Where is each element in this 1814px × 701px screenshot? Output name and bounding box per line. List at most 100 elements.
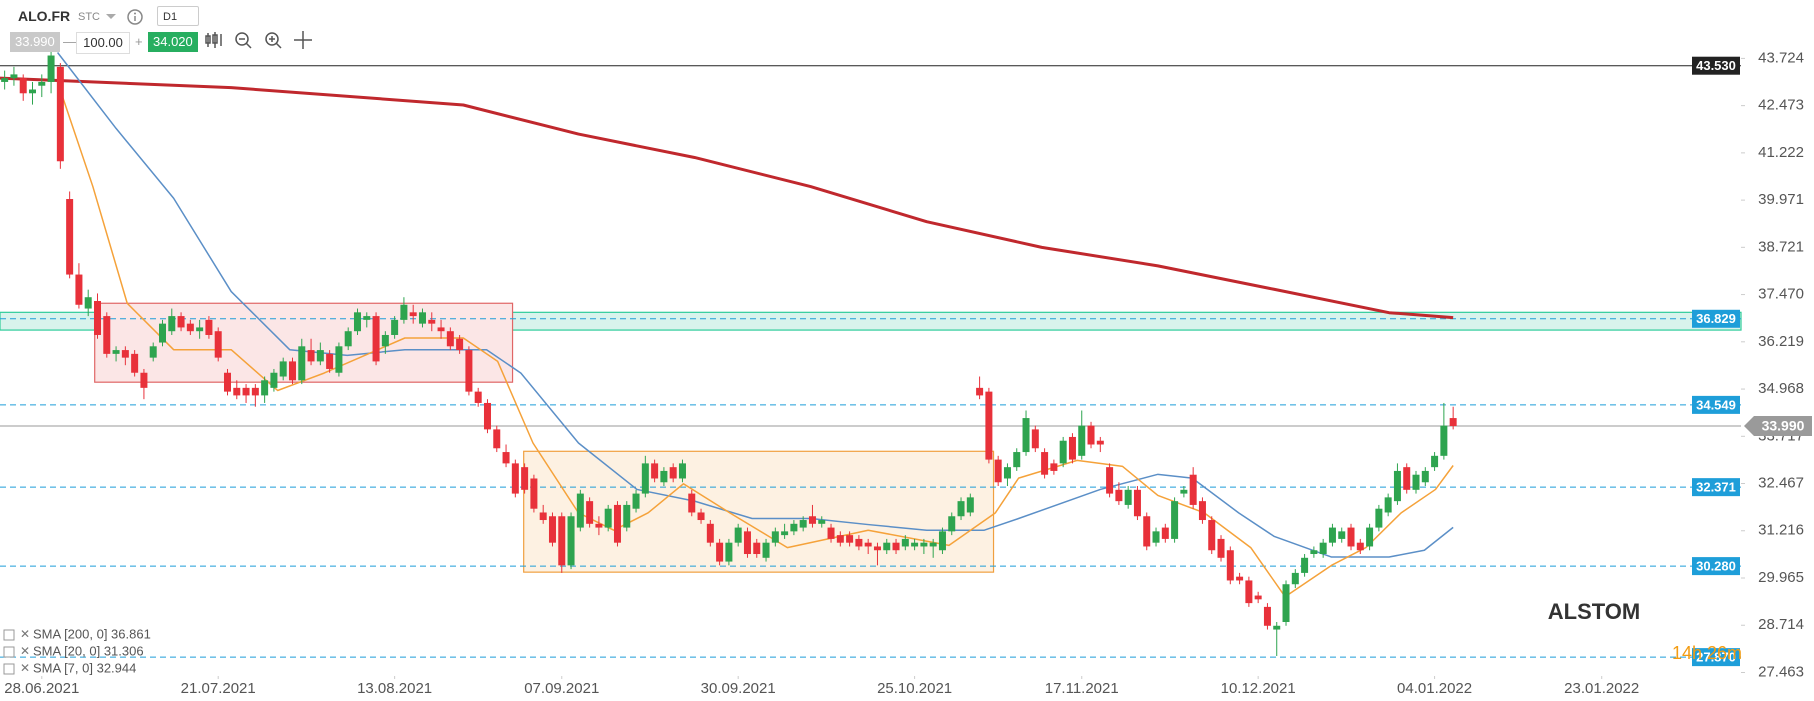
dropdown-icon[interactable] — [104, 12, 118, 22]
level-badge-label: 43.530 — [1696, 58, 1736, 73]
candle-body — [576, 493, 584, 528]
candle-body — [976, 387, 984, 396]
candle-body — [1263, 606, 1271, 626]
candle-body — [781, 531, 789, 536]
candle-body — [418, 312, 426, 324]
y-tick-label: 38.721 — [1758, 238, 1804, 255]
candle-body — [678, 463, 686, 479]
y-tick-label: 34.968 — [1758, 380, 1804, 397]
candle-body — [56, 66, 64, 162]
candle-body — [483, 402, 491, 430]
legend-icon — [3, 663, 15, 675]
candle-body — [836, 535, 844, 543]
legend-entry: SMA [20, 0] 31.306 — [33, 643, 144, 658]
candle-body — [112, 350, 120, 354]
ask-price[interactable]: 34.020 — [148, 32, 198, 52]
candle-body — [1143, 516, 1151, 547]
candle-body — [1031, 429, 1039, 449]
x-tick-label: 30.09.2021 — [701, 680, 776, 697]
candle-body — [1431, 455, 1439, 468]
candle-body — [1003, 467, 1011, 479]
candle-body — [864, 542, 872, 547]
x-tick-label: 04.01.2022 — [1397, 680, 1472, 697]
candle-body — [1236, 576, 1244, 581]
candle-body — [632, 493, 640, 509]
candle-body — [437, 327, 445, 332]
x-tick-label: 25.10.2021 — [877, 680, 952, 697]
lot-size[interactable]: 100.00 — [76, 32, 130, 54]
zoom-in-icon[interactable] — [265, 32, 282, 49]
candle-body — [177, 316, 185, 328]
candle-body — [1384, 497, 1392, 513]
x-tick-label: 17.11.2021 — [1045, 680, 1119, 697]
minus-button[interactable]: — — [63, 34, 76, 49]
candle-body — [613, 504, 621, 543]
candle-body — [316, 350, 324, 362]
legend-close: ✕ — [20, 644, 30, 658]
candle-body — [994, 459, 1002, 483]
y-tick-label: 32.467 — [1758, 474, 1804, 491]
watermark: ALSTOM — [1548, 599, 1640, 624]
candle-body — [808, 516, 816, 524]
y-tick-label: 36.219 — [1758, 333, 1804, 350]
timeframe[interactable]: D1 — [157, 6, 199, 26]
candle-body — [734, 527, 742, 543]
candle-body — [1152, 531, 1160, 543]
candle-body — [558, 516, 566, 566]
candle-body — [892, 542, 900, 551]
candle-body — [1161, 527, 1169, 539]
candle-body — [372, 316, 380, 362]
candle-body — [400, 304, 408, 320]
x-tick-label: 21.07.2021 — [181, 680, 256, 697]
candle-body — [539, 512, 547, 521]
candle-body — [1133, 489, 1141, 517]
candle-body — [827, 527, 835, 539]
candle-body — [270, 372, 278, 388]
candle-body — [474, 391, 482, 403]
zoom-out-icon[interactable] — [235, 32, 252, 49]
level-badge — [1692, 478, 1740, 497]
candle-body — [1403, 467, 1411, 490]
bid-price[interactable]: 33.990 — [10, 32, 60, 52]
candle-body — [855, 538, 863, 547]
candle-body — [966, 497, 974, 513]
candle-body — [799, 520, 807, 528]
y-tick-label: 28.714 — [1758, 616, 1804, 633]
candle-body — [28, 89, 36, 94]
legend-close: ✕ — [20, 661, 30, 675]
candle-body — [697, 512, 705, 521]
candle-body — [10, 74, 18, 79]
level-badge — [1692, 56, 1740, 75]
plus-button[interactable]: + — [135, 34, 143, 49]
symbol[interactable]: ALO.FR — [18, 8, 71, 24]
candle-body — [1356, 542, 1364, 551]
level-badge-label: 30.280 — [1696, 559, 1736, 574]
candle-body — [344, 331, 352, 347]
y-tick-label: 37.470 — [1758, 286, 1804, 303]
candle-body — [623, 504, 631, 528]
candle-body — [1068, 436, 1076, 460]
legend-icon — [3, 629, 15, 641]
legend-close: ✕ — [20, 627, 30, 641]
candle-body — [1282, 584, 1290, 622]
y-tick-label: 27.463 — [1758, 663, 1804, 680]
candle-body — [1366, 527, 1374, 547]
candle-body — [121, 350, 129, 358]
candle-type-icon[interactable] — [205, 32, 222, 48]
level-badge — [1692, 309, 1740, 328]
candle-body — [1375, 508, 1383, 528]
info-icon[interactable] — [126, 8, 144, 26]
candle-body — [391, 319, 399, 335]
level-badge — [1692, 557, 1740, 576]
candle-body — [790, 523, 798, 532]
candle-body — [948, 516, 956, 532]
candle-body — [1115, 489, 1123, 502]
candle-body — [149, 346, 157, 358]
sma-line — [0, 76, 1454, 320]
candle-body — [938, 531, 946, 551]
candle-body — [242, 387, 250, 396]
candle-body — [1449, 418, 1457, 426]
crosshair-icon[interactable] — [294, 31, 312, 49]
